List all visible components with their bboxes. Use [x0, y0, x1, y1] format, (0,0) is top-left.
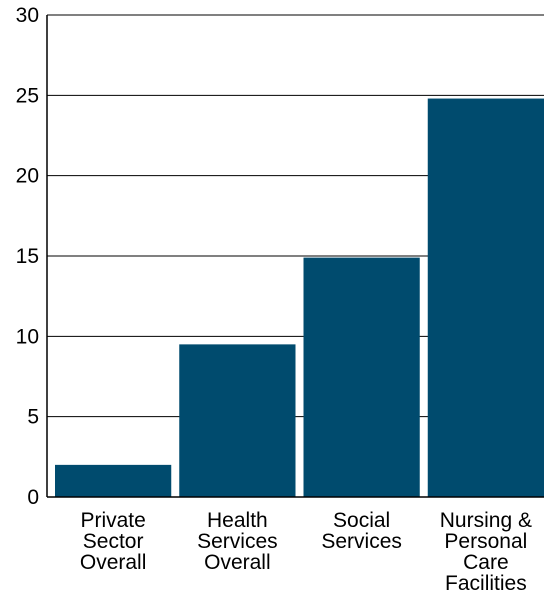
bars — [55, 98, 544, 498]
y-tick-label: 20 — [16, 165, 39, 188]
y-tick-label: 25 — [16, 84, 39, 107]
x-category-label-line: Social — [333, 509, 390, 532]
y-tick-label: 10 — [16, 325, 39, 348]
x-category-label-line: Overall — [204, 551, 271, 574]
x-category-label-line: Nursing & — [440, 509, 532, 532]
y-tick-labels: 0 5 10 15 20 25 30 — [16, 4, 39, 509]
x-category-label-line: Services — [321, 530, 402, 553]
x-category-label: Private Sector Overall — [80, 509, 147, 574]
bar-3 — [427, 98, 544, 498]
x-category-label-line: Health — [207, 509, 268, 532]
x-category-label: Social Services — [321, 509, 402, 553]
y-tick-label: 5 — [27, 406, 39, 429]
y-tick-label: 30 — [16, 4, 39, 27]
x-category-label-line: Private — [80, 509, 145, 532]
x-category-label-line: Services — [197, 530, 278, 553]
y-tick-label: 15 — [16, 245, 39, 268]
bar-2 — [303, 257, 420, 497]
x-category-label-line: Care — [463, 551, 509, 574]
bar-0 — [55, 464, 172, 497]
x-category-label-line: Overall — [80, 551, 147, 574]
x-category-label: Health Services Overall — [197, 509, 278, 574]
bar-1 — [179, 344, 296, 497]
x-category-label-line: Sector — [83, 530, 144, 553]
x-category-label-line: Facilities — [445, 572, 527, 595]
x-category-label: Nursing & Personal Care Facilities — [440, 509, 532, 595]
axes — [46, 15, 544, 498]
y-tick-label: 0 — [27, 486, 39, 509]
x-category-label-line: Personal — [444, 530, 527, 553]
